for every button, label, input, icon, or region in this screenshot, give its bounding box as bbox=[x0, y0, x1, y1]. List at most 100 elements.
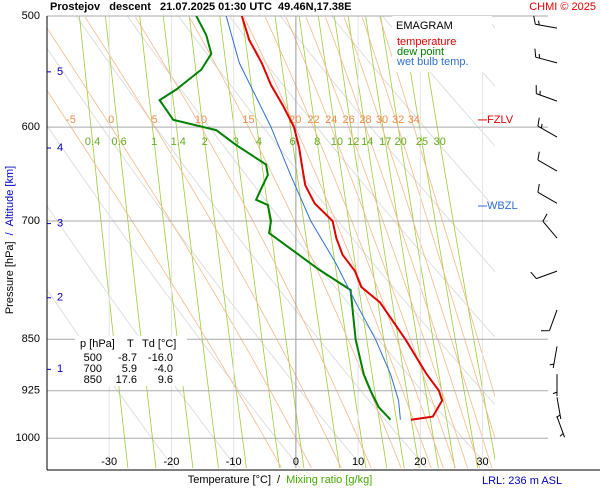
table-cell: 500 bbox=[84, 352, 102, 364]
legend-title: EMAGRAM bbox=[396, 20, 453, 32]
wind-barb bbox=[552, 374, 558, 397]
dry-adiabat bbox=[587, 16, 600, 468]
separator: / bbox=[277, 474, 281, 486]
table-cell: -8.7 bbox=[118, 352, 137, 364]
mixing-ratio-label: 8 bbox=[314, 136, 320, 148]
mixing-ratio-label: 0.4 bbox=[85, 136, 100, 148]
moist-adiabat-label: 10 bbox=[195, 114, 207, 126]
moist-adiabat bbox=[285, 17, 456, 468]
profile-line bbox=[158, 16, 392, 421]
dry-adiabat bbox=[177, 16, 495, 406]
mixing-ratio-line bbox=[188, 16, 247, 468]
mixing-ratio-label: 4 bbox=[256, 136, 262, 148]
mixing-ratio-label: 10 bbox=[331, 136, 343, 148]
wind-barb bbox=[537, 151, 558, 172]
mixing-ratio-line bbox=[139, 16, 194, 468]
wind-barb bbox=[537, 183, 558, 204]
moist-adiabat-label: 5 bbox=[152, 114, 158, 126]
table-cell: -4.0 bbox=[154, 363, 173, 375]
moist-adiabat bbox=[305, 17, 468, 468]
mixing-ratio-label: 30 bbox=[434, 136, 446, 148]
moist-adiabat bbox=[135, 16, 372, 468]
legend-box bbox=[392, 16, 492, 72]
dry-adiabat bbox=[47, 125, 301, 468]
table-cell: -16.0 bbox=[148, 352, 173, 364]
legend-entry: dew point bbox=[397, 46, 444, 58]
table-header: Td [°C] bbox=[142, 338, 176, 350]
y-tick-label: 925 bbox=[22, 385, 40, 397]
y2-tick-label: 1 bbox=[57, 363, 63, 375]
moist-adiabat-label: 30 bbox=[376, 114, 388, 126]
separator: / bbox=[4, 231, 16, 235]
y-tick-label: 600 bbox=[22, 121, 40, 133]
x-tick-label: -10 bbox=[226, 456, 242, 468]
moist-adiabat bbox=[379, 17, 495, 398]
table-cell: 700 bbox=[84, 363, 102, 375]
moist-adiabat bbox=[243, 17, 432, 468]
legend-entry: temperature bbox=[397, 36, 456, 48]
moist-adiabat-label: 34 bbox=[408, 114, 420, 126]
table-header: p [hPa] bbox=[80, 338, 115, 350]
mixing-ratio-line bbox=[401, 16, 479, 468]
x-tick-label: 0 bbox=[293, 456, 299, 468]
moist-adiabat bbox=[47, 89, 282, 468]
mixing-ratio-label: 14 bbox=[361, 136, 373, 148]
wind-barb bbox=[556, 397, 562, 420]
dry-adiabat bbox=[228, 16, 495, 338]
table-cell: 850 bbox=[84, 374, 102, 386]
table-cell: 17.6 bbox=[116, 374, 137, 386]
y-tick-label: 700 bbox=[22, 215, 40, 227]
level-label: WBZL bbox=[487, 200, 518, 212]
table-header: T bbox=[127, 338, 134, 350]
level-label: FZLV bbox=[487, 114, 514, 126]
wind-barb bbox=[540, 309, 558, 332]
moist-adiabat-label: 15 bbox=[242, 114, 254, 126]
moist-adiabat bbox=[264, 17, 444, 468]
mixing-ratio-line bbox=[219, 16, 280, 468]
table-cell: 5.9 bbox=[122, 363, 137, 375]
mixing-ratio-line bbox=[105, 16, 157, 468]
dry-adiabat bbox=[536, 16, 600, 468]
wind-barb bbox=[535, 85, 558, 102]
dry-adiabat bbox=[47, 288, 175, 468]
y-tick-label: 1000 bbox=[16, 432, 40, 444]
y-tick-label: 500 bbox=[22, 10, 40, 22]
x-tick-label: 10 bbox=[352, 456, 364, 468]
y-tick-label: 850 bbox=[22, 333, 40, 345]
dry-adiabat bbox=[382, 16, 495, 147]
background-lines bbox=[47, 16, 600, 468]
mixing-ratio-line bbox=[317, 16, 388, 468]
credit: CHMI © 2025 bbox=[529, 1, 596, 13]
mixing-ratio-line bbox=[79, 16, 129, 468]
mixing-ratio-line bbox=[298, 16, 367, 468]
footnote: LRL: 236 m ASL bbox=[482, 475, 562, 487]
moist-adiabat bbox=[343, 17, 493, 468]
mixing-ratio-label: 2 bbox=[202, 136, 208, 148]
x-axis-label: Temperature [°C] / Mixing ratio [g/kg] bbox=[188, 474, 373, 486]
dry-adiabat bbox=[47, 205, 238, 468]
moist-adiabat-label: 28 bbox=[359, 114, 371, 126]
profile-line bbox=[240, 16, 444, 421]
mixing-ratio-label: 1 bbox=[151, 136, 157, 148]
y2-tick-label: 2 bbox=[57, 292, 63, 304]
mixing-ratio-line bbox=[162, 16, 219, 468]
wind-barb bbox=[537, 117, 558, 138]
mixing-ratio-line bbox=[365, 16, 439, 468]
wind-barb bbox=[530, 270, 558, 280]
x-tick-label: -20 bbox=[163, 456, 179, 468]
moist-adiabat bbox=[84, 16, 342, 468]
moist-adiabat bbox=[361, 17, 495, 440]
x-tick-label: 20 bbox=[414, 456, 426, 468]
dry-adiabat bbox=[331, 16, 495, 209]
mixing-ratio-line bbox=[333, 16, 405, 468]
moist-adiabat-label: 26 bbox=[342, 114, 354, 126]
y2-tick-label: 4 bbox=[57, 142, 63, 154]
y2-label: Altitude [km] bbox=[4, 166, 16, 227]
mixing-ratio-line bbox=[347, 16, 420, 468]
profile-line bbox=[225, 16, 401, 420]
mixing-ratio-label: 6 bbox=[289, 136, 295, 148]
y2-tick-label: 5 bbox=[57, 66, 63, 78]
mixing-ratio-label: 25 bbox=[416, 136, 428, 148]
dry-adiabat bbox=[484, 16, 495, 29]
x-label: Temperature [°C] bbox=[188, 474, 271, 486]
